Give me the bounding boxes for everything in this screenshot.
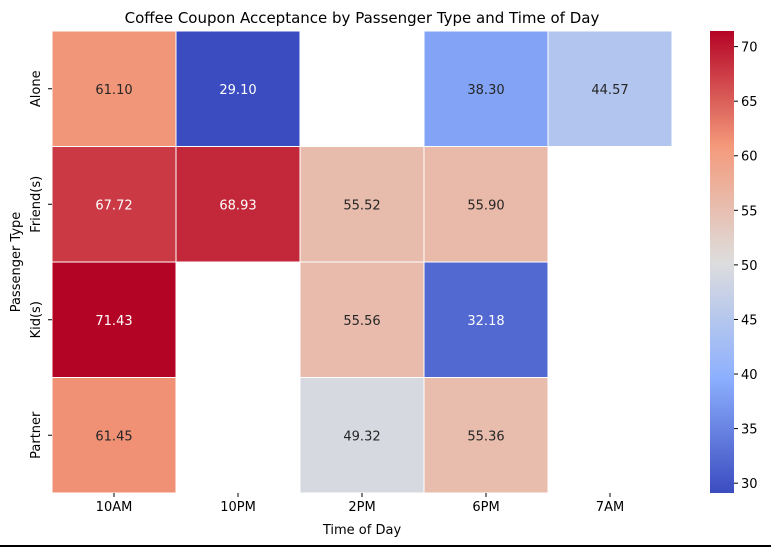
heatmap-cell [51,377,177,494]
x-tick-label: 2PM [348,500,375,515]
y-tick-label: Alone [29,70,44,107]
colorbar-tick-label: 30 [741,477,758,492]
cell-value-label: 55.56 [343,314,380,329]
heatmap-cell [423,146,549,263]
heatmap-cell [299,377,425,494]
cell-value-label: 38.30 [467,83,504,98]
y-tick-label: Partner [29,411,44,459]
cell-value-label: 55.52 [343,198,380,213]
x-tick-label: 10PM [220,500,256,515]
cell-value-label: 44.57 [591,83,628,98]
x-axis: 10AM 10PM 2PM 6PM 7AM [96,493,624,515]
heatmap-cell [175,146,301,263]
colorbar-tick-label: 55 [741,204,758,219]
heatmap-cell [51,146,177,263]
cell-value-label: 29.10 [219,83,256,98]
y-axis-label: Passenger Type [9,212,24,313]
colorbar-gradient [710,31,734,493]
heatmap-cell [175,30,301,147]
y-axis: Alone Friend(s) Kid(s) Partner [29,70,52,459]
colorbar-tick-label: 35 [741,423,758,438]
heatmap-cell [423,30,549,147]
chart-title: Coffee Coupon Acceptance by Passenger Ty… [125,9,600,27]
cell-labels: 61.10 29.10 38.30 44.57 67.72 68.93 55.52 55.90… [95,83,628,445]
cell-value-label: 68.93 [219,198,256,213]
x-tick-label: 10AM [96,500,133,515]
cell-value-label: 67.72 [95,198,132,213]
cell-value-label: 32.18 [467,314,504,329]
heatmap-cell [51,30,177,147]
x-tick-label: 7AM [596,500,624,515]
cell-value-label: 55.90 [467,198,504,213]
colorbar-tick-label: 70 [741,41,758,56]
heatmap-cell [299,261,425,378]
colorbar-tick-label: 60 [741,150,758,165]
y-tick-label: Kid(s) [29,301,44,338]
heatmap-cells [51,30,673,494]
cell-value-label: 61.45 [95,429,132,444]
cell-value-label: 49.32 [343,429,380,444]
y-tick-label: Friend(s) [29,176,44,233]
bottom-border [0,545,771,547]
heatmap-cell [423,377,549,494]
cell-value-label: 71.43 [95,314,132,329]
cell-value-label: 55.36 [467,429,504,444]
cell-value-label: 61.10 [95,83,132,98]
colorbar-tick-label: 50 [741,259,758,274]
colorbar: 30 35 40 45 50 55 60 65 70 [710,31,758,493]
colorbar-tick-label: 45 [741,313,758,328]
x-axis-label: Time of Day [322,523,402,538]
colorbar-tick-label: 40 [741,368,758,383]
colorbar-tick-label: 65 [741,95,758,110]
x-tick-label: 6PM [472,500,499,515]
heatmap-cell [547,30,673,147]
heatmap-cell [423,261,549,378]
